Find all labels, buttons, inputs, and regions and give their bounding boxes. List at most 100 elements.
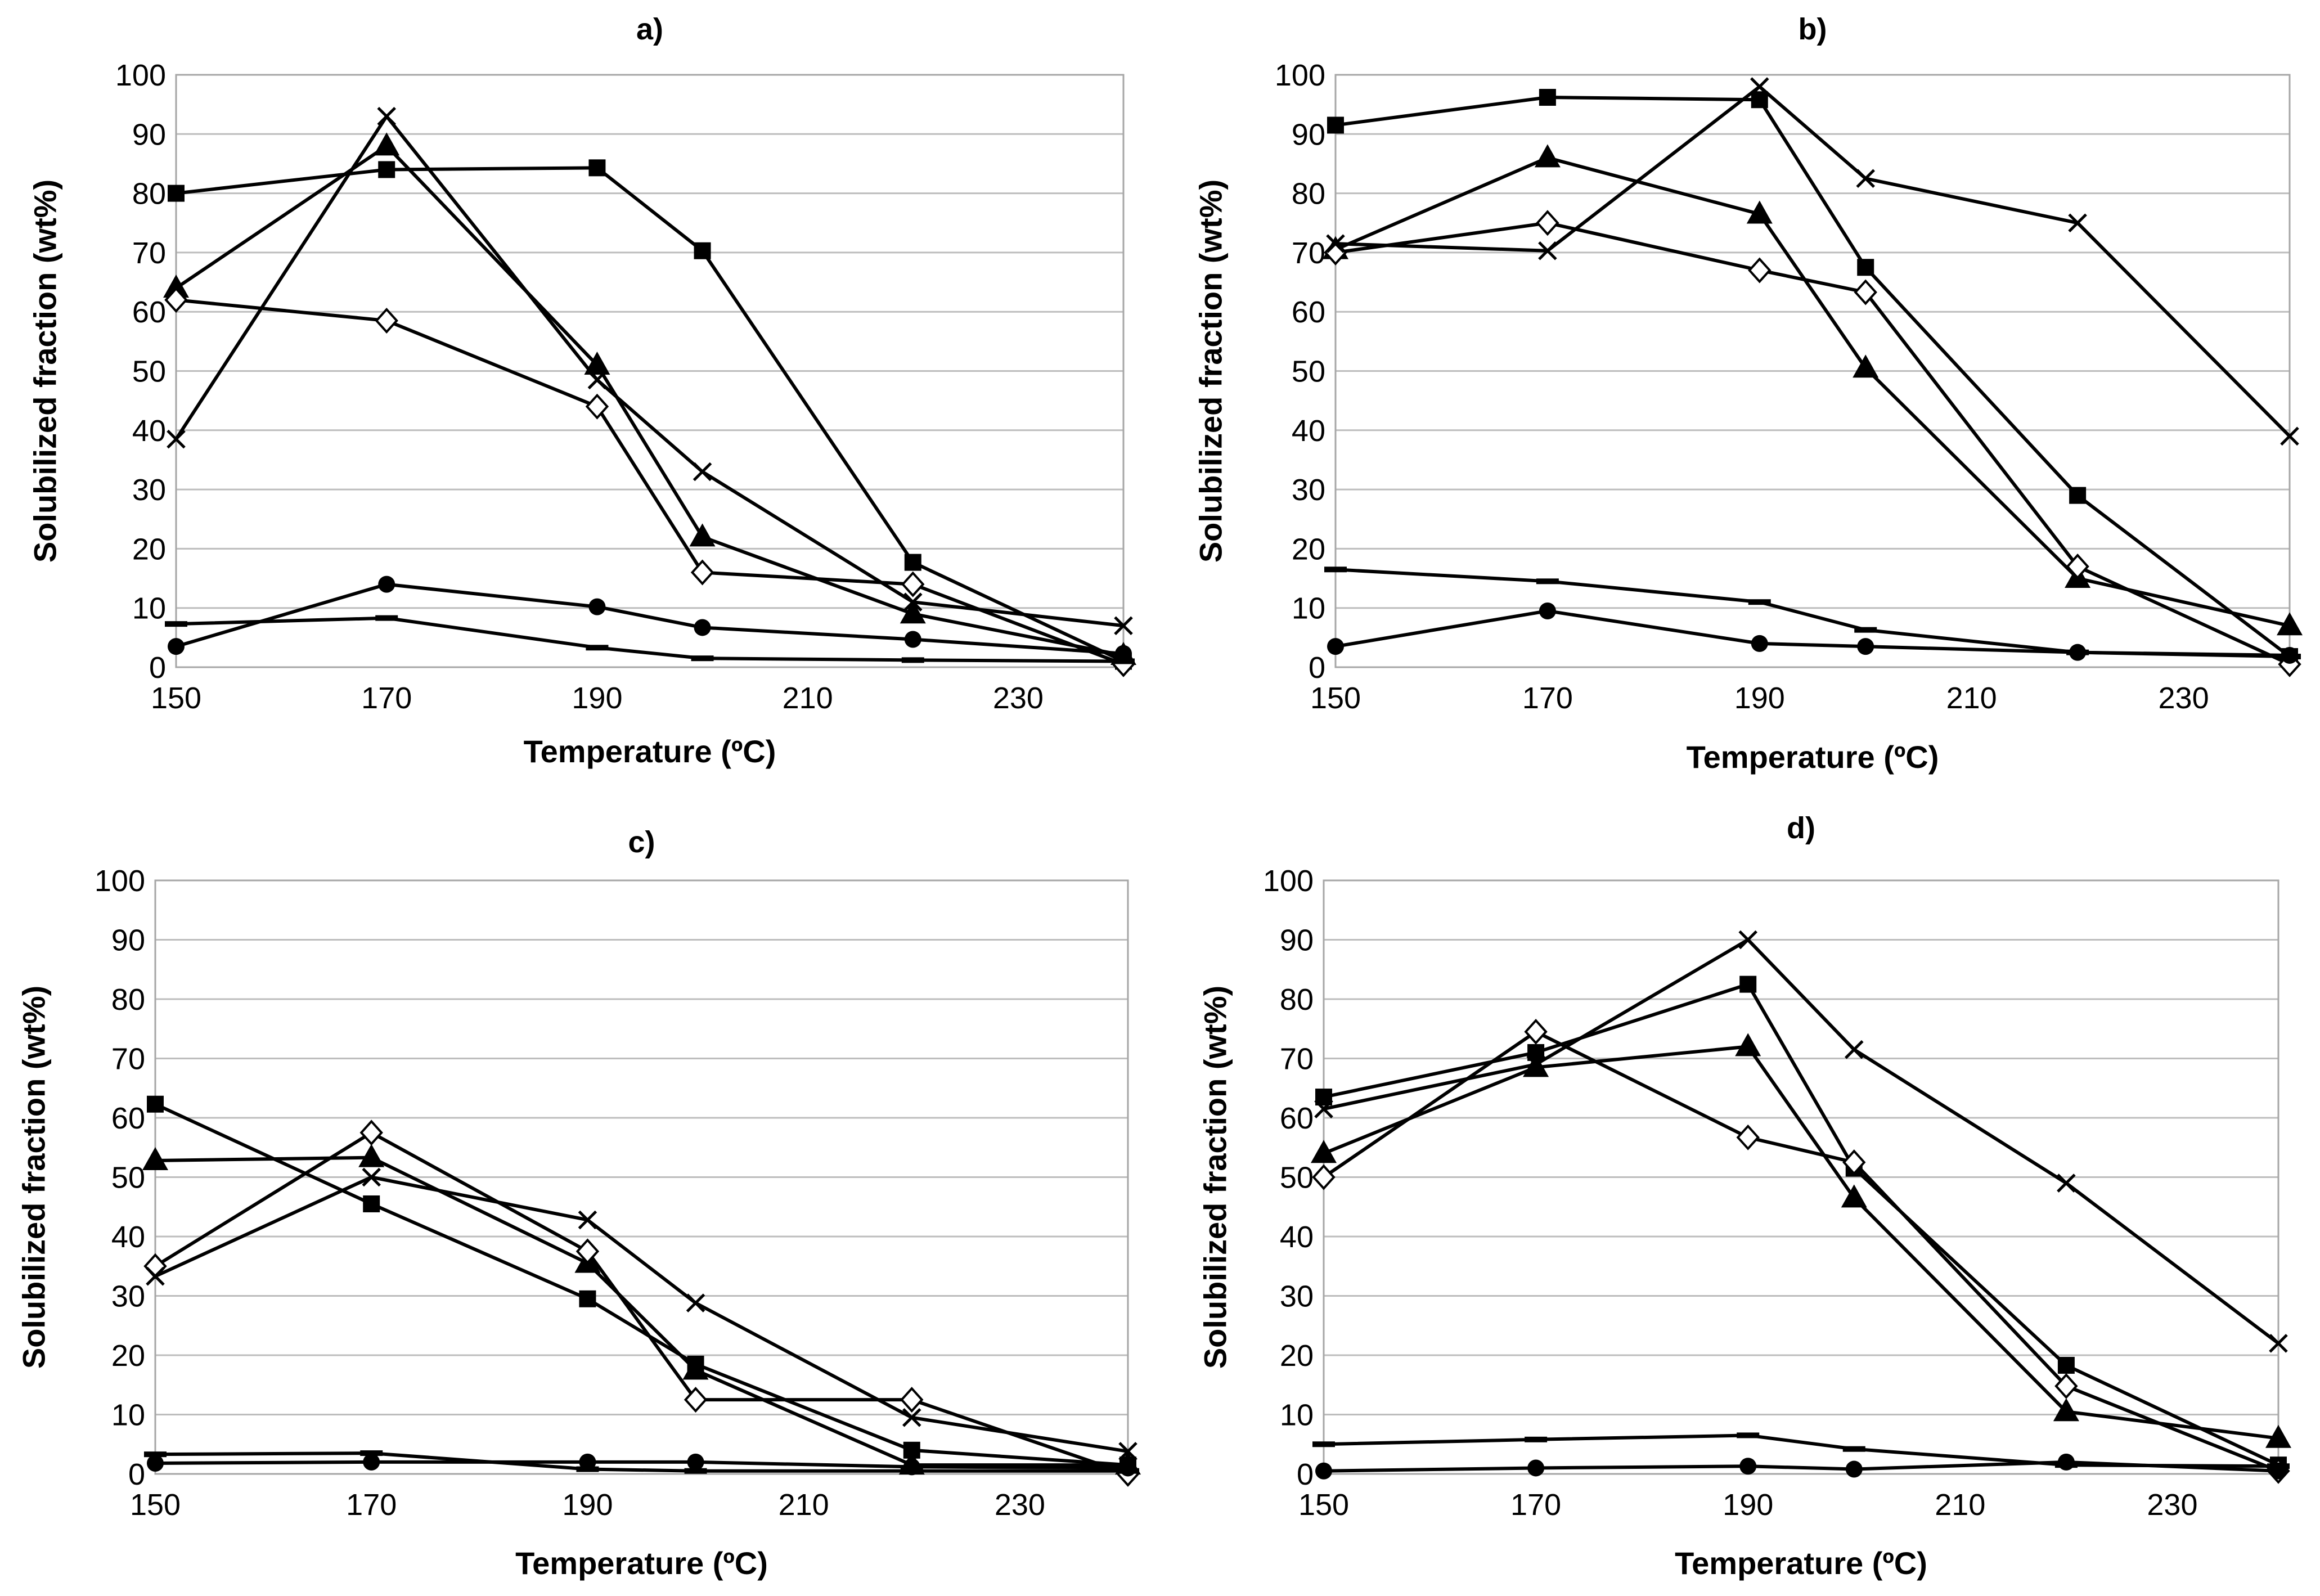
data-point-dash <box>2054 1462 2078 1468</box>
data-point-diamond <box>2054 1373 2078 1399</box>
y-tick-label: 0 <box>128 1458 145 1491</box>
y-tick-label: 60 <box>132 295 166 329</box>
cross-stroke <box>377 106 396 126</box>
data-point-triangle <box>1841 1184 1867 1208</box>
data-point-dash <box>900 1468 923 1474</box>
data-point-cross <box>1114 616 1133 636</box>
series-line-diamond <box>154 1131 1128 1476</box>
cross-stroke <box>146 1266 165 1286</box>
data-point-diamond <box>684 1387 708 1413</box>
cross-stroke <box>362 1167 381 1187</box>
data-point-dash <box>1748 599 1771 605</box>
y-tick-label: 90 <box>132 118 166 151</box>
y-tick-label: 100 <box>115 59 166 92</box>
y-tick-label: 50 <box>132 355 166 389</box>
data-point-dash <box>684 1468 707 1474</box>
cross-stroke <box>1314 1099 1333 1118</box>
data-point-diamond <box>575 1238 600 1265</box>
x-tick-label: 190 <box>562 1488 613 1522</box>
data-point-diamond <box>1524 1019 1548 1045</box>
x-tick-label: 210 <box>779 1488 829 1522</box>
cross-stroke <box>903 592 923 612</box>
data-point-dash <box>586 645 609 651</box>
y-tick-label: 50 <box>1280 1161 1314 1195</box>
cross-stroke <box>693 462 712 482</box>
series-line-dash <box>1323 1433 2279 1468</box>
data-point-cross <box>693 462 712 482</box>
y-tick-label: 70 <box>1292 236 1325 270</box>
data-point-dash <box>1842 1446 1865 1452</box>
y-tick-label: 100 <box>1275 59 1325 92</box>
data-point-diamond <box>900 1387 924 1413</box>
y-tick-label: 30 <box>132 473 166 507</box>
cross-stroke <box>1538 241 1557 260</box>
cross-stroke <box>2280 426 2299 446</box>
data-point-dash <box>1525 1436 1548 1442</box>
data-point-diamond <box>1854 279 1877 305</box>
data-point-circle <box>1315 1462 1332 1480</box>
data-point-dash <box>1312 1441 1335 1447</box>
data-point-triangle <box>374 132 400 156</box>
data-point-circle <box>904 631 921 648</box>
data-point-dash <box>1854 627 1877 633</box>
data-point-diamond <box>1842 1149 1866 1176</box>
y-axis-title: Solubilized fraction (wt%) <box>1198 986 1233 1369</box>
data-point-dash <box>901 657 924 663</box>
data-point-cross <box>686 1293 705 1312</box>
data-point-triangle <box>142 1147 168 1170</box>
y-tick-label: 0 <box>149 651 166 685</box>
y-tick-label: 40 <box>111 1220 145 1254</box>
data-point-triangle <box>689 523 716 547</box>
chart-title: d) <box>1787 811 1815 845</box>
data-point-cross <box>1738 930 1757 950</box>
x-tick-label: 170 <box>1510 1488 1561 1522</box>
y-tick-label: 20 <box>1292 532 1325 566</box>
series-line-dash <box>155 1451 1128 1473</box>
cross-stroke <box>2269 1334 2288 1353</box>
series-line-square <box>1323 982 2279 1467</box>
x-tick-label: 150 <box>151 681 201 715</box>
x-tick-label: 150 <box>130 1488 181 1522</box>
data-point-square <box>1327 116 1344 134</box>
cross-stroke <box>902 1408 921 1427</box>
chart-title: a) <box>636 12 663 46</box>
y-tick-label: 60 <box>1280 1102 1314 1135</box>
series-line-square <box>176 166 1125 663</box>
data-point-circle <box>1751 635 1768 652</box>
cross-stroke <box>686 1293 705 1312</box>
data-point-dash <box>691 655 714 662</box>
data-point-cross <box>377 106 396 126</box>
data-point-diamond <box>164 287 188 313</box>
data-point-triangle <box>682 1356 709 1380</box>
y-tick-label: 20 <box>1280 1339 1314 1373</box>
y-tick-label: 0 <box>1297 1458 1314 1491</box>
y-tick-label: 80 <box>111 983 145 1017</box>
chart-title: b) <box>1799 12 1827 46</box>
y-tick-label: 20 <box>111 1339 145 1373</box>
x-tick-label: 190 <box>1734 681 1785 715</box>
series-line-cross <box>1335 85 2291 438</box>
data-point-triangle <box>358 1144 385 1167</box>
series-line-diamond <box>1323 1030 2279 1473</box>
series-line-cross <box>174 114 1124 628</box>
y-tick-label: 90 <box>111 924 145 957</box>
y-axis-title: Solubilized fraction (wt%) <box>28 179 63 563</box>
y-tick-label: 30 <box>1280 1280 1314 1314</box>
data-point-diamond <box>1536 210 1559 236</box>
series-line-dash <box>1335 568 2290 659</box>
data-point-cross <box>578 1210 597 1230</box>
data-point-triangle <box>1853 354 1879 378</box>
data-point-circle <box>147 1455 164 1472</box>
data-point-cross <box>1526 1055 1545 1074</box>
data-point-cross <box>1538 241 1557 260</box>
data-point-square <box>378 161 395 178</box>
cross-stroke <box>1750 77 1769 96</box>
cross-stroke <box>1856 169 1875 188</box>
y-axis-title: Solubilized fraction (wt%) <box>16 986 52 1369</box>
cross-stroke <box>1738 930 1757 950</box>
data-point-cross <box>1118 1442 1137 1461</box>
y-tick-label: 100 <box>1263 864 1314 898</box>
data-point-circle <box>588 598 606 615</box>
data-point-square <box>904 554 921 571</box>
